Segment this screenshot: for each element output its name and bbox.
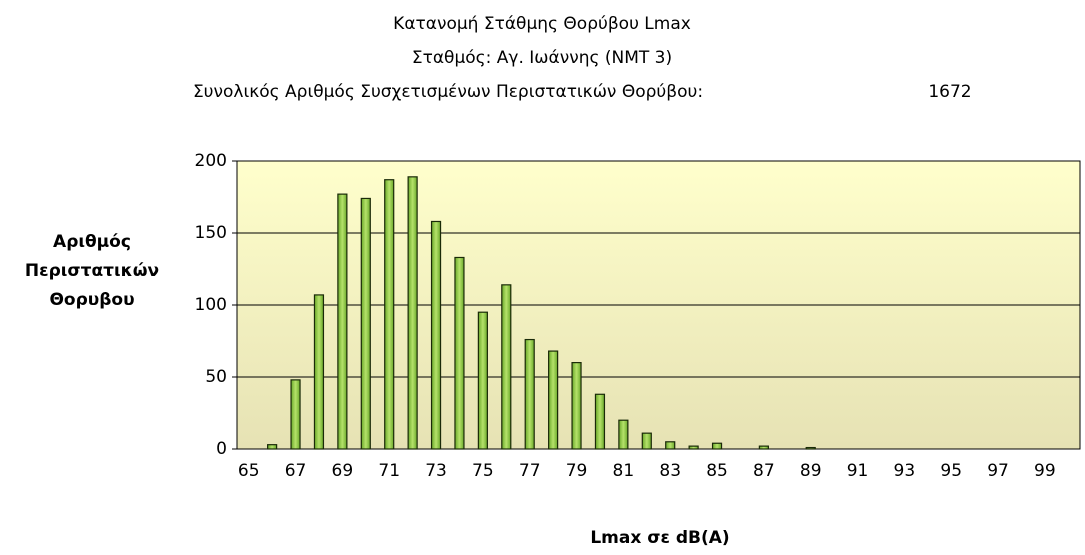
- bar: [384, 179, 395, 450]
- bar: [454, 256, 465, 450]
- bar: [267, 444, 278, 450]
- subtitle: Συνολικός Αριθμός Συσχετισμένων Περιστατ…: [193, 82, 703, 102]
- bar: [711, 442, 723, 450]
- chart-title: Κατανομή Στάθμης Θορύβου Lmax: [393, 14, 691, 34]
- x-tick-label: 69: [332, 461, 354, 481]
- bar: [548, 350, 559, 450]
- x-tick-label: 85: [706, 461, 728, 481]
- x-tick-label: 65: [238, 461, 260, 481]
- y-axis-label: Θορυβου: [49, 290, 134, 310]
- y-tick-label: 0: [216, 439, 227, 459]
- bar: [805, 446, 816, 450]
- bar: [290, 379, 301, 450]
- x-tick-label: 93: [894, 461, 916, 481]
- x-tick-label: 99: [1034, 461, 1056, 481]
- x-tick-label: 81: [613, 461, 635, 481]
- total: 1672: [928, 82, 971, 102]
- y-tick-label: 150: [195, 223, 227, 243]
- bar: [407, 176, 418, 450]
- bar: [571, 362, 582, 450]
- x-tick-label: 95: [940, 461, 962, 481]
- bar: [688, 445, 699, 450]
- bar: [360, 197, 371, 450]
- bar: [524, 338, 535, 450]
- x-tick-label: 79: [566, 461, 588, 481]
- bar: [430, 220, 442, 450]
- x-tick-label: 77: [519, 461, 541, 481]
- y-axis-label: Αριθμός: [53, 232, 131, 252]
- bar: [594, 393, 606, 450]
- x-tick-label: 87: [753, 461, 775, 481]
- x-tick-label: 71: [378, 461, 400, 481]
- bar: [337, 193, 348, 450]
- x-tick-label: 83: [659, 461, 681, 481]
- x-tick-label: 73: [425, 461, 447, 481]
- x-axis-label: Lmax σε dB(A): [590, 528, 729, 548]
- bar: [313, 294, 325, 450]
- x-tick-label: 67: [285, 461, 307, 481]
- y-axis-label: Περιστατικών: [25, 261, 159, 281]
- bar: [501, 284, 512, 450]
- x-tick-label: 97: [987, 461, 1009, 481]
- y-tick-label: 200: [195, 151, 227, 171]
- bar: [477, 311, 488, 450]
- x-tick-label: 89: [800, 461, 822, 481]
- bar: [641, 432, 652, 450]
- chart-title: Σταθμός: Αγ. Ιωάννης (ΝΜΤ 3): [412, 48, 672, 68]
- bar: [618, 419, 629, 450]
- y-tick-label: 50: [205, 367, 227, 387]
- x-tick-label: 75: [472, 461, 494, 481]
- y-tick-label: 100: [195, 295, 227, 315]
- bar: [665, 441, 676, 450]
- bar: [758, 445, 769, 450]
- x-tick-label: 91: [847, 461, 869, 481]
